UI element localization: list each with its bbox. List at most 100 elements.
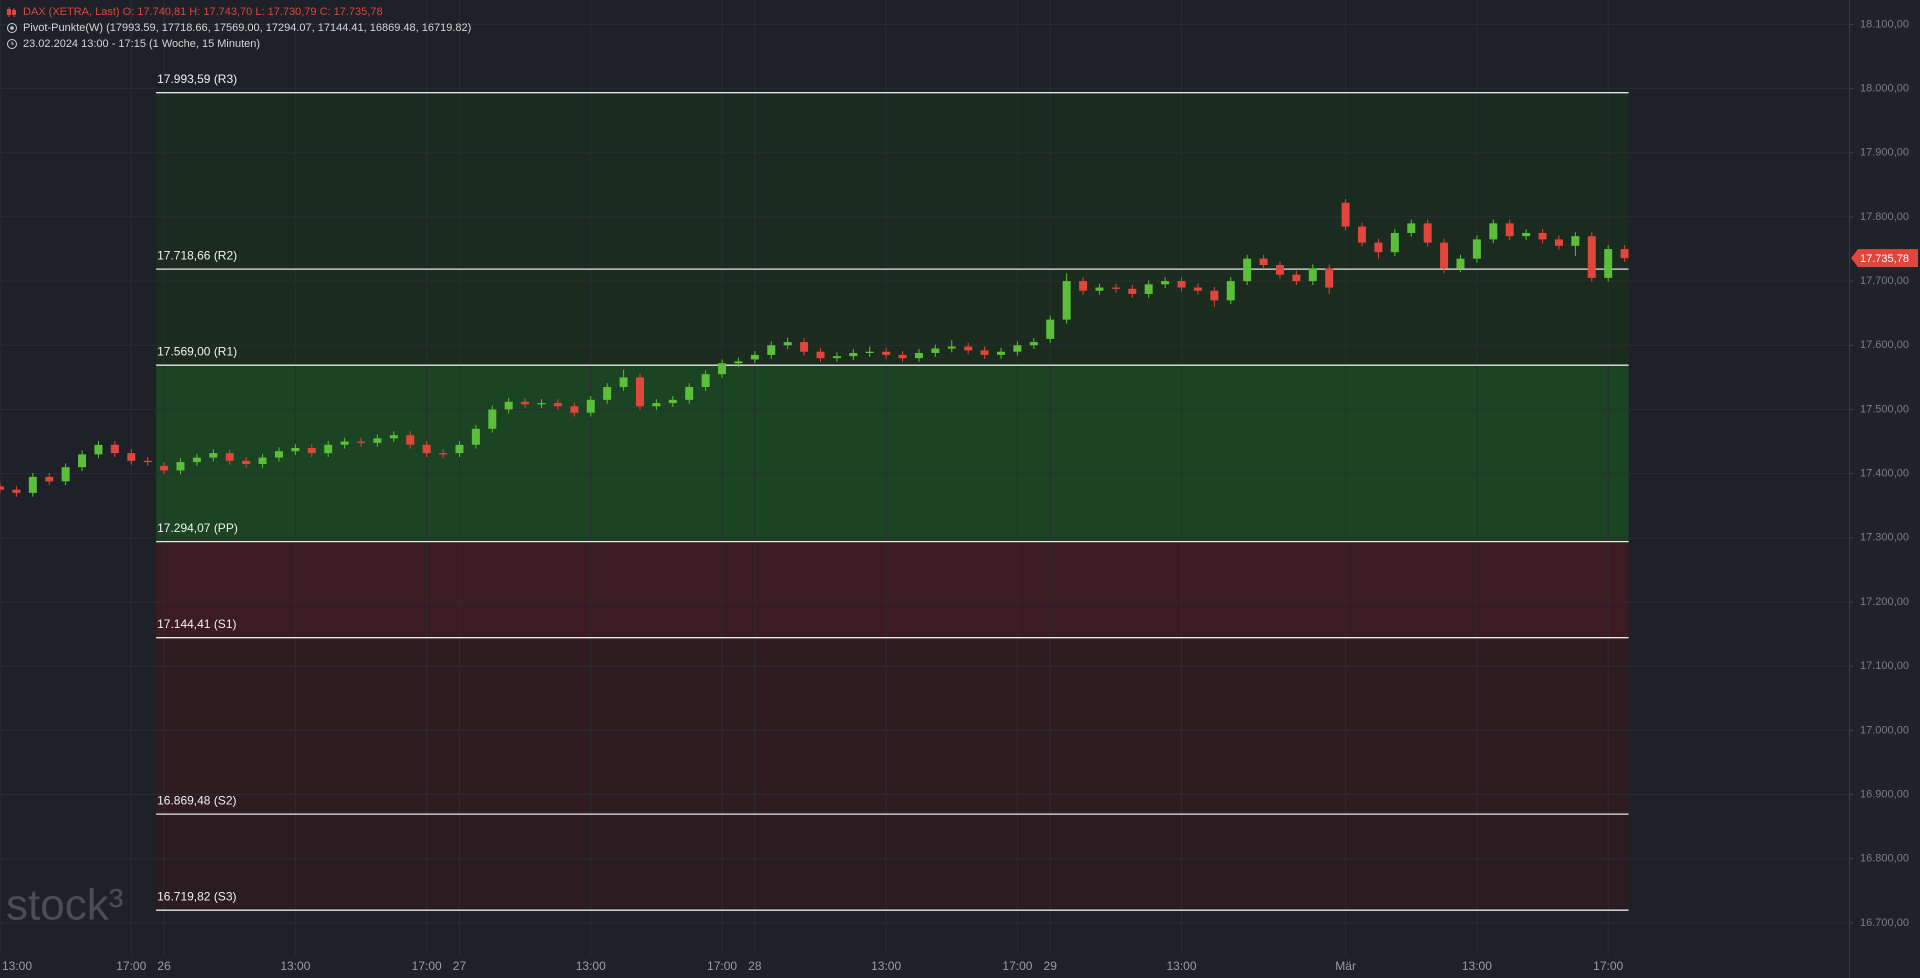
y-tick-label: 17.000,00 — [1860, 724, 1909, 736]
candle-body — [1111, 287, 1120, 289]
x-tick-label: 13:00 — [280, 959, 310, 973]
candle-body — [439, 453, 448, 455]
y-tick-label: 17.800,00 — [1860, 211, 1909, 223]
candle-body — [209, 453, 218, 458]
candle-body — [586, 399, 595, 413]
candle-body — [110, 444, 119, 454]
legend-pivots: Pivot-Punkte(W) (17993.59, 17718.66, 175… — [23, 22, 471, 34]
candle-body — [1177, 281, 1186, 288]
clock-icon — [7, 39, 17, 49]
pivot-label: 17.718,66 (R2) — [157, 248, 237, 262]
x-tick-label: 13:00 — [871, 959, 901, 973]
y-tick-label: 16.700,00 — [1860, 917, 1909, 929]
candle-body — [94, 444, 103, 455]
candles — [0, 198, 1629, 497]
pivot-zone — [156, 541, 1629, 638]
candle-body — [176, 462, 185, 471]
pivot-label: 16.869,48 (S2) — [157, 793, 236, 807]
candle-body — [980, 350, 989, 355]
x-tick-label: 17:00 — [707, 959, 737, 973]
candle-body — [521, 401, 530, 405]
candle-body — [225, 453, 234, 461]
x-tick-label: 13:00 — [1167, 959, 1197, 973]
candle-body — [603, 387, 612, 400]
candle-body — [553, 403, 562, 407]
watermark: stock³ — [6, 881, 123, 930]
x-tick-label: 13:00 — [1462, 959, 1492, 973]
candle-body — [389, 435, 398, 439]
candle-body — [0, 486, 4, 490]
legend-instrument: DAX (XETRA, Last) O: 17.740,81 H: 17.743… — [23, 6, 383, 18]
legend: DAX (XETRA, Last) O: 17.740,81 H: 17.743… — [7, 6, 471, 50]
candle-body — [1571, 236, 1580, 246]
candle-body — [373, 438, 382, 443]
axes: 18.100,00 18.000,00 17.900,00 17.800,00 17.7… — [2, 18, 1918, 973]
candle-body — [1423, 223, 1432, 243]
candle-body — [832, 356, 841, 359]
candle-body — [1407, 223, 1416, 233]
last-price-label: 17.735,78 — [1860, 253, 1909, 265]
y-tick-label: 17.100,00 — [1860, 660, 1909, 672]
candle-body — [767, 345, 776, 355]
x-tick-label: 17:00 — [1593, 959, 1623, 973]
pivot-zone — [156, 814, 1629, 911]
y-tick-label: 17.300,00 — [1860, 532, 1909, 544]
candle-body — [635, 377, 644, 407]
candle-body — [1374, 242, 1383, 253]
candle-body — [1620, 249, 1629, 259]
pivot-zone — [156, 365, 1629, 542]
candle-body — [570, 406, 579, 413]
pivot-zone — [156, 92, 1629, 270]
candle-body — [537, 403, 546, 405]
x-tick-label: Mär — [1335, 959, 1356, 973]
pivot-label: 17.294,07 (PP) — [157, 521, 238, 535]
candle-body — [1243, 258, 1252, 282]
candle-body — [816, 351, 825, 359]
x-tick-label: 13:00 — [576, 959, 606, 973]
x-tick-label: 29 — [1044, 959, 1058, 973]
candle-body — [800, 342, 809, 352]
x-tick-label: 26 — [157, 959, 171, 973]
candle-body — [1128, 288, 1137, 294]
candle-body — [1013, 345, 1022, 352]
y-tick-label: 16.900,00 — [1860, 788, 1909, 800]
candle-body — [865, 351, 874, 353]
x-tick-label: 17:00 — [412, 959, 442, 973]
candle-body — [1210, 290, 1219, 301]
x-tick-label: 13:00 — [2, 959, 32, 973]
candle-body — [849, 352, 858, 357]
candle-body — [997, 351, 1006, 355]
candle-body — [1522, 232, 1531, 237]
candle-body — [931, 348, 940, 353]
grid — [0, 0, 1849, 955]
y-tick-label: 17.500,00 — [1860, 403, 1909, 415]
candle-body — [1292, 274, 1301, 282]
candle-body — [28, 476, 37, 493]
candle-body — [882, 351, 891, 355]
candle-body — [1440, 242, 1449, 269]
candle-body — [701, 374, 710, 388]
candle-body — [192, 457, 201, 463]
candle-body — [291, 447, 300, 452]
candle-body — [504, 401, 513, 410]
candle-body — [1554, 239, 1563, 246]
candle-body — [964, 346, 973, 351]
candle-body — [1587, 236, 1596, 278]
legend-period: 23.02.2024 13:00 - 17:15 (1 Woche, 15 Mi… — [23, 38, 260, 50]
candle-body — [668, 399, 677, 404]
candle-body — [1604, 249, 1613, 278]
candle-body — [160, 465, 169, 471]
candle-body — [1341, 202, 1350, 227]
pivot-icon — [7, 23, 17, 33]
candle-body — [898, 354, 907, 359]
candle-body — [242, 460, 251, 465]
candle-body — [471, 428, 480, 445]
candle-body — [274, 451, 283, 458]
candle-body — [947, 346, 956, 349]
pivot-label: 17.569,00 (R1) — [157, 344, 237, 358]
x-tick-label: 27 — [453, 959, 467, 973]
y-tick-label: 17.700,00 — [1860, 275, 1909, 287]
pivot-zone — [156, 269, 1629, 366]
candle-body — [357, 441, 366, 443]
y-tick-label: 18.000,00 — [1860, 82, 1909, 94]
